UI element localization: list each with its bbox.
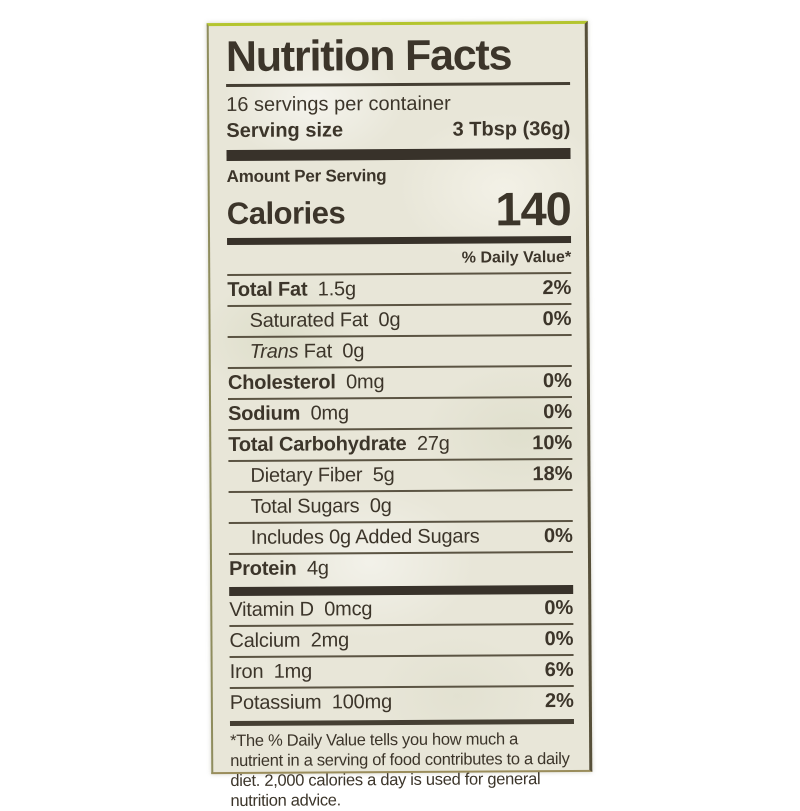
vitamin-amount: 100mg	[331, 691, 393, 714]
nutrient-row-sodium: Sodium 0mg 0%	[228, 395, 573, 430]
nutrition-facts-label: Nutrition Facts 16 servings per containe…	[206, 20, 593, 810]
nutrient-name: Total Fat	[227, 278, 308, 302]
vitamin-amount: 2mg	[310, 629, 350, 652]
nutrient-dv: 0%	[543, 400, 573, 424]
vitamin-dv: 0%	[544, 627, 574, 651]
nutrient-row-saturated-fat: Saturated Fat 0g 0%	[227, 302, 572, 337]
nutrient-amount: 1.5g	[317, 278, 356, 301]
nutrient-amount: 27g	[416, 432, 450, 455]
vitamin-row-iron: Iron 1mg 6%	[229, 653, 574, 688]
nutrient-row-total-carbohydrate: Total Carbohydrate 27g 10%	[228, 426, 573, 461]
vitamin-dv: 2%	[544, 689, 574, 713]
nutrient-name: Sodium	[228, 402, 301, 426]
nutrient-dv: 0%	[542, 369, 572, 393]
nutrient-row-total-sugars: Total Sugars 0g	[228, 488, 573, 523]
nutrient-name: Protein	[228, 557, 297, 581]
vitamin-amount: 1mg	[273, 660, 313, 683]
vitamin-name: Calcium	[229, 629, 301, 653]
nutrient-amount: 0g	[378, 308, 401, 332]
nutrient-amount: 0mg	[346, 371, 385, 394]
vitamin-name: Vitamin D	[229, 598, 314, 622]
vitamin-dv: 0%	[544, 596, 574, 620]
nutrient-name: Total Carbohydrate	[228, 432, 407, 457]
divider-end-bar	[229, 718, 574, 727]
nutrient-amount: 5g	[372, 464, 395, 487]
nutrient-name: Dietary Fiber	[250, 464, 363, 487]
nutrient-name: Total Sugars	[250, 495, 360, 518]
calories-label: Calories	[226, 195, 346, 232]
daily-value-footnote: *The % Daily Value tells you how much a …	[230, 730, 570, 811]
serving-size-row: Serving size 3 Tbsp (36g)	[226, 116, 570, 144]
daily-value-header: % Daily Value*	[461, 248, 572, 267]
serving-size-label: Serving size	[226, 119, 344, 143]
vitamin-dv: 6%	[544, 658, 574, 682]
vitamin-name: Iron	[229, 660, 264, 684]
nutrient-row-added-sugars: Includes 0g Added Sugars 0%	[228, 519, 573, 554]
nutrient-name: Cholesterol	[227, 371, 336, 395]
nutrient-name: Fat	[298, 340, 333, 363]
nutrient-row-total-fat: Total Fat 1.5g 2%	[227, 271, 572, 306]
vitamin-row-potassium: Potassium 100mg 2%	[229, 684, 574, 719]
nutrient-row-trans-fat: Trans Fat 0g	[227, 333, 572, 368]
calories-value: 140	[495, 181, 572, 236]
nutrient-amount: 0mg	[310, 402, 349, 425]
nutrient-dv: 18%	[532, 462, 573, 486]
nutrient-dv: 0%	[543, 524, 573, 548]
nutrient-row-protein: Protein 4g	[228, 550, 574, 585]
nutrient-row-cholesterol: Cholesterol 0mg 0%	[227, 364, 572, 399]
nutrient-name-italic: Trans	[249, 340, 299, 363]
nutrient-amount: 0g	[369, 495, 392, 518]
nutrient-name: Saturated Fat	[249, 309, 369, 332]
nutrient-amount: 0g	[342, 340, 365, 363]
vitamin-row-calcium: Calcium 2mg 0%	[229, 622, 574, 657]
calories-row: Calories 140	[226, 181, 572, 236]
label-title: Nutrition Facts	[226, 31, 571, 88]
nutrient-dv: 10%	[532, 431, 573, 455]
servings-per-container: 16 servings per container	[226, 92, 451, 117]
serving-size-value: 3 Tbsp (36g)	[452, 117, 571, 141]
nutrient-dv: 2%	[542, 276, 572, 300]
nutrient-amount: 4g	[306, 557, 329, 580]
nutrient-dv: 0%	[542, 307, 572, 331]
divider-thick-bar	[226, 147, 571, 162]
nutrient-row-dietary-fiber: Dietary Fiber 5g 18%	[228, 457, 573, 492]
vitamin-name: Potassium	[229, 691, 322, 715]
vitamin-amount: 0mcg	[324, 598, 373, 621]
vitamin-row-vitamin-d: Vitamin D 0mcg 0%	[229, 594, 573, 625]
divider-medium-bar	[227, 235, 572, 246]
nutrient-name: Includes 0g Added Sugars	[250, 525, 480, 549]
